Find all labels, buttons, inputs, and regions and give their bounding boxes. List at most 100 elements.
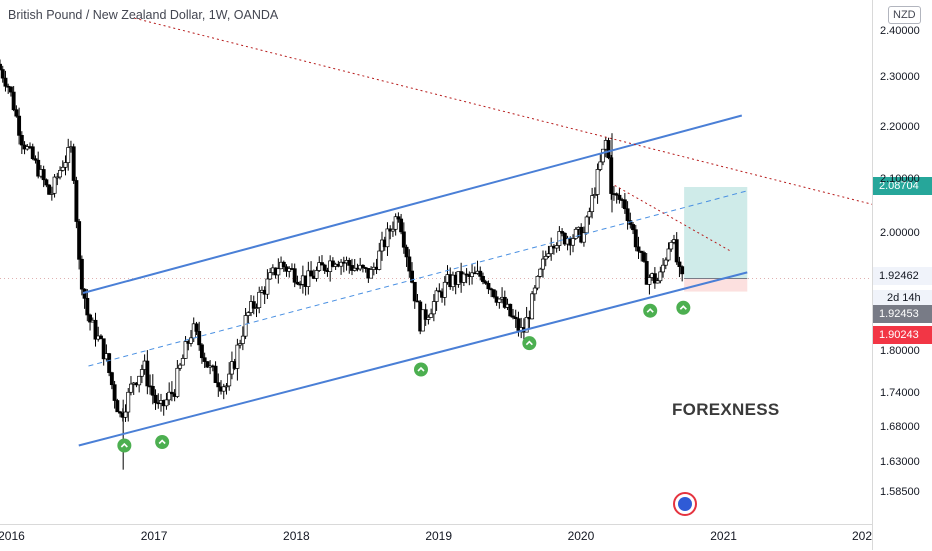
candle-body [118, 411, 123, 414]
candle-body [314, 270, 319, 279]
chart-title: British Pound / New Zealand Dollar, 1W, … [8, 8, 279, 22]
candle-body [601, 148, 605, 163]
target-zone [684, 186, 748, 279]
candle-body [639, 250, 644, 253]
candle-body [82, 288, 87, 299]
chevron-up-icon [120, 442, 128, 448]
price-tick-label: 1.74000 [880, 387, 920, 399]
candle-body [407, 256, 412, 272]
candle-body [434, 290, 439, 302]
candle-body [309, 270, 314, 277]
candle-body [642, 252, 646, 262]
candle-body [150, 385, 155, 396]
candle-body [330, 260, 335, 267]
bounce-marker-icon [643, 303, 658, 318]
channel-mid-line [88, 190, 748, 367]
candle-body [175, 367, 180, 397]
candle-body [58, 170, 62, 178]
time-tick-label: 2016 [0, 529, 25, 543]
candle-body [524, 317, 529, 333]
candle-body [636, 246, 641, 252]
candle-body [543, 256, 548, 260]
candle-body [227, 373, 232, 387]
candle-body [658, 271, 663, 282]
candle-body [532, 287, 537, 295]
candle-body [292, 268, 297, 283]
candle-body [63, 162, 68, 168]
candle-body [287, 268, 292, 272]
time-tick-label: 2017 [140, 529, 168, 543]
candle-body [571, 238, 575, 246]
candle-body [224, 385, 229, 388]
candle-body [240, 335, 245, 344]
candle-body [470, 272, 475, 277]
candle-body [243, 315, 248, 337]
channel-upper-line [82, 114, 743, 294]
bounce-marker-icon [413, 362, 428, 377]
last-price-label: 1.92462 [873, 267, 932, 285]
candle-body [546, 253, 551, 257]
tradingview-logo-icon[interactable] [673, 492, 697, 516]
candle-body [41, 169, 46, 181]
candle-body [55, 176, 60, 179]
candle-body [390, 228, 395, 232]
time-tick-label: 2019 [425, 529, 453, 543]
candle-body [633, 229, 638, 248]
candle-body [631, 224, 635, 231]
candle-body [377, 250, 382, 270]
candle-body [47, 184, 52, 195]
candle-body [399, 218, 404, 233]
candle-body [77, 221, 82, 260]
candle-body [93, 319, 98, 340]
chevron-up-icon [158, 439, 166, 445]
candle-body [598, 161, 603, 170]
candle-body [129, 383, 133, 393]
candle-body [17, 115, 22, 136]
candle-body [153, 394, 158, 404]
candle-body [592, 194, 597, 196]
candle-body [385, 228, 390, 248]
chevron-up-icon [417, 366, 425, 372]
price-chart[interactable] [0, 0, 873, 524]
candle-body [429, 313, 434, 318]
candle-body [164, 399, 169, 407]
candle-body [306, 270, 311, 287]
candle-body [541, 258, 545, 270]
candle-body [412, 281, 417, 302]
currency-selector[interactable]: NZD [888, 6, 921, 24]
candle-body [49, 192, 54, 195]
candle-body [587, 211, 592, 218]
candle-body [590, 195, 595, 213]
candle-body [254, 307, 259, 309]
candle-body [19, 135, 24, 146]
candle-body [549, 245, 554, 255]
candle-body [461, 273, 466, 283]
candle-body [339, 261, 344, 267]
candle-body [251, 301, 256, 309]
candle-body [669, 242, 674, 250]
candle-body [489, 288, 494, 291]
candle-body [677, 261, 682, 268]
chart-area[interactable]: British Pound / New Zealand Dollar, 1W, … [0, 0, 873, 524]
candle-body [557, 231, 562, 246]
candle-body [145, 360, 150, 387]
candle-body [0, 69, 5, 79]
entry-price-label: 1.92453 [873, 305, 932, 323]
candle-body [71, 146, 76, 181]
candle-body [423, 309, 428, 320]
candle-body [265, 278, 270, 295]
candle-body [167, 391, 172, 401]
candle-body [109, 372, 114, 386]
bounce-marker-icon [522, 336, 537, 351]
candle-body [369, 269, 374, 279]
candle-body [8, 86, 13, 93]
candle-body [320, 262, 324, 266]
price-tick-label: 1.80000 [880, 345, 920, 357]
price-axis[interactable] [872, 0, 932, 550]
candle-body [322, 264, 327, 271]
candle-body [614, 193, 619, 196]
candle-body [235, 344, 240, 369]
time-axis[interactable] [0, 524, 872, 551]
candle-body [663, 259, 668, 266]
bounce-marker-icon [117, 438, 132, 453]
